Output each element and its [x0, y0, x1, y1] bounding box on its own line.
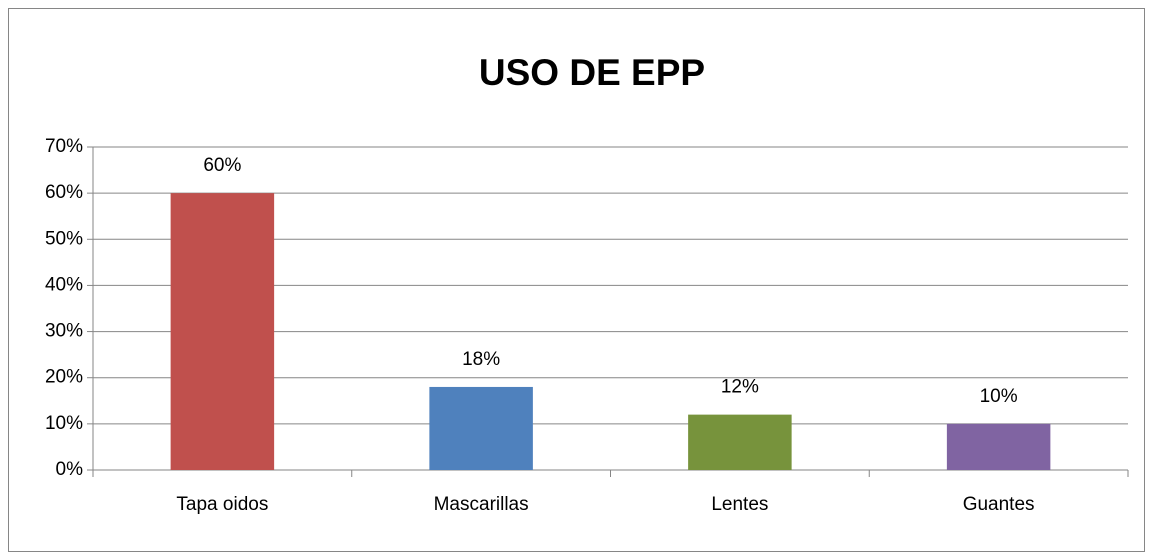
bar: [688, 414, 792, 470]
y-tick-label: 20%: [45, 367, 83, 388]
data-label: 60%: [203, 155, 241, 176]
y-tick-label: 50%: [45, 228, 83, 249]
data-label: 18%: [462, 349, 500, 370]
data-label: 12%: [721, 377, 759, 398]
y-tick-label: 0%: [56, 459, 84, 480]
y-tick-label: 40%: [45, 274, 83, 295]
bar: [946, 423, 1051, 470]
chart-title: USO DE EPP: [479, 52, 705, 93]
x-tick-label: Tapa oidos: [176, 494, 268, 515]
x-tick-label: Mascarillas: [434, 494, 529, 515]
y-tick-label: 60%: [45, 182, 83, 203]
y-tick-label: 70%: [45, 136, 83, 157]
bar: [429, 386, 533, 470]
x-tick-label: Guantes: [963, 494, 1035, 515]
y-tick-label: 30%: [45, 321, 83, 342]
data-label: 10%: [980, 386, 1018, 407]
bar: [170, 193, 275, 470]
x-tick-label: Lentes: [711, 494, 768, 515]
y-tick-label: 10%: [45, 413, 83, 434]
